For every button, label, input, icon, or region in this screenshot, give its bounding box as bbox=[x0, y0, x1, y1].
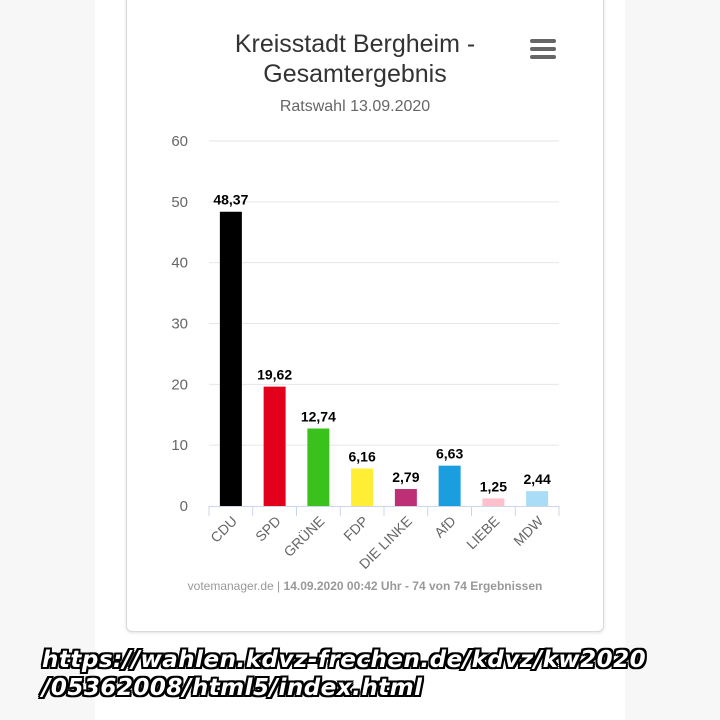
bar-chart: 0 10 20 30 40 50 60 48,37 CDU 19,62 SPD 12,74 GRÜNE 6… bbox=[171, 133, 560, 572]
y-tick-label: 30 bbox=[171, 316, 188, 333]
bar-afd bbox=[438, 465, 461, 506]
menu-line bbox=[530, 55, 556, 59]
menu-line bbox=[530, 47, 556, 51]
credits-link[interactable]: votemanager.de bbox=[187, 579, 274, 593]
background-left bbox=[0, 0, 95, 720]
x-tick-label: MDW bbox=[510, 512, 547, 549]
credits-timestamp: 14.09.2020 00:42 Uhr - 74 von 74 Ergebni… bbox=[283, 579, 543, 593]
chart-subtitle: Ratswahl 13.09.2020 bbox=[279, 98, 431, 115]
data-label: 6,16 bbox=[349, 449, 376, 465]
y-tick-label: 60 bbox=[171, 133, 188, 150]
hamburger-menu-icon[interactable] bbox=[530, 39, 556, 59]
url-line-2: /05362008/html5/index.html bbox=[42, 675, 423, 701]
bar-liebe bbox=[482, 498, 505, 506]
y-tick-label: 20 bbox=[171, 376, 188, 393]
data-label: 6,63 bbox=[436, 446, 463, 462]
y-tick-label: 50 bbox=[171, 194, 188, 211]
y-tick-label: 0 bbox=[180, 498, 188, 515]
bar-fdp bbox=[351, 468, 374, 506]
chart-credits: votemanager.de | 14.09.2020 00:42 Uhr - … bbox=[127, 579, 603, 593]
bar-grüne bbox=[307, 428, 330, 506]
url-line-1: https://wahlen.kdvz-frechen.de/kdvz/kw20… bbox=[42, 647, 647, 673]
x-tick-label: SPD bbox=[252, 513, 284, 545]
data-label: 19,62 bbox=[257, 367, 292, 383]
chart-title: Kreisstadt Bergheim - Gesamtergebnis bbox=[234, 30, 476, 88]
data-label: 1,25 bbox=[480, 478, 507, 494]
chart-card: Kreisstadt Bergheim - Gesamtergebnis Rat… bbox=[126, 0, 604, 632]
bar-die-linke bbox=[394, 489, 417, 506]
url-overlay: https://wahlen.kdvz-frechen.de/kdvz/kw20… bbox=[42, 646, 702, 702]
x-tick-label: FDP bbox=[340, 513, 371, 544]
x-tick-label: AfD bbox=[431, 513, 459, 541]
bar-cdu bbox=[219, 211, 242, 507]
menu-line bbox=[530, 39, 556, 43]
y-tick-label: 40 bbox=[171, 255, 188, 272]
data-label: 48,37 bbox=[213, 192, 248, 208]
x-tick-label: CDU bbox=[207, 513, 240, 546]
bar-spd bbox=[263, 386, 286, 506]
data-label: 12,74 bbox=[301, 408, 336, 424]
data-label: 2,44 bbox=[524, 471, 551, 487]
y-tick-label: 10 bbox=[171, 437, 188, 454]
x-tick-label: LIEBE bbox=[463, 513, 502, 552]
data-label: 2,79 bbox=[392, 469, 419, 485]
background-right bbox=[625, 0, 720, 720]
x-tick-label: GRÜNE bbox=[280, 512, 328, 560]
credits-separator: | bbox=[273, 579, 284, 593]
bar-mdw bbox=[526, 491, 549, 506]
